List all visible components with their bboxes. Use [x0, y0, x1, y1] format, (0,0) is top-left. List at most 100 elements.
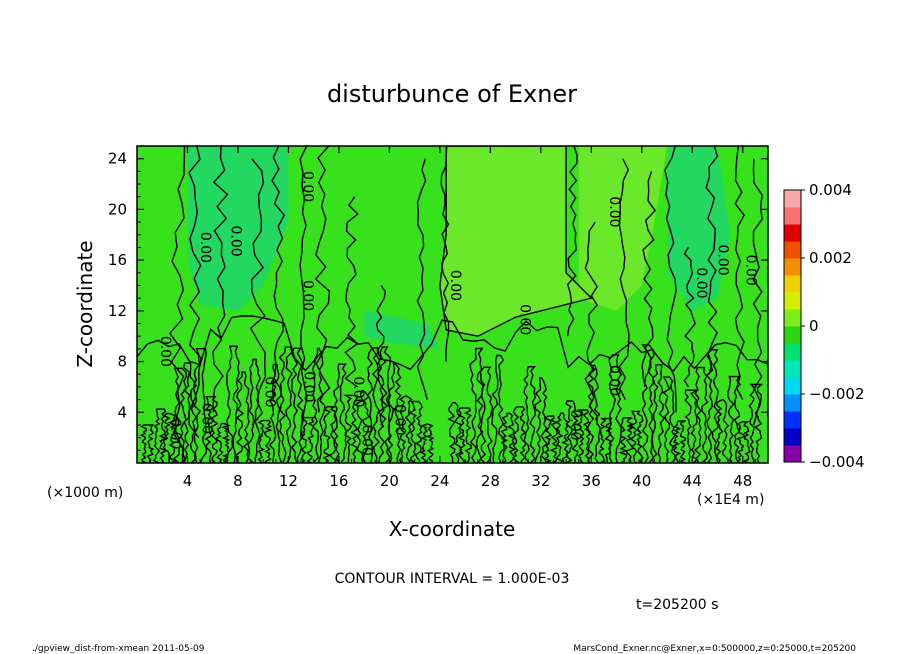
contour-line: [618, 158, 630, 400]
colorbar-swatch: [784, 258, 801, 276]
contour-label: 0.00: [301, 371, 317, 402]
colorbar-swatch: [784, 224, 801, 242]
contour-label: 0.00: [299, 171, 315, 202]
contour-label: 0.00: [606, 365, 622, 396]
field-regions: [187, 146, 731, 349]
x-tick-label: 44: [683, 472, 702, 490]
contour-line: [235, 371, 250, 463]
contour-line: [366, 347, 380, 463]
contour-line: [641, 344, 656, 463]
contour-line: [419, 423, 435, 463]
field-region: [187, 146, 289, 311]
x-tick-label: 32: [531, 472, 550, 490]
colorbar-ticks: 0.004 0.002 0 −0.002 −0.004: [801, 181, 865, 471]
contour-label: 0.00: [359, 425, 375, 456]
contour-line: [523, 366, 537, 463]
contour-line: [469, 347, 484, 463]
contour-line: [439, 146, 593, 337]
x-tick-label: 20: [380, 472, 399, 490]
colorbar-swatches: [784, 190, 801, 463]
y-axis-label: Z-coordinate: [73, 240, 97, 367]
footer-right: MarsCond_Exner.nc@Exner,x=0:500000,z=0:2…: [573, 644, 856, 654]
colorbar-swatch: [784, 377, 801, 395]
contour-line: [212, 146, 229, 413]
y-tick-label: 20: [108, 200, 127, 218]
contour-line: [683, 247, 696, 388]
colorbar-swatch: [784, 275, 801, 293]
colorbar-swatch: [784, 445, 801, 463]
contour-line: [375, 285, 389, 426]
contour-line: [188, 146, 202, 439]
contour-line: [408, 400, 423, 463]
colorbar-swatch: [784, 207, 801, 225]
contour-line: [300, 416, 315, 463]
colorbar-swatch: [784, 241, 801, 259]
contour-line: [629, 410, 644, 463]
colorbar-swatch: [784, 190, 801, 208]
colorbar-swatch: [784, 309, 801, 327]
contour-line: [216, 422, 231, 463]
contour-line: [684, 389, 700, 463]
colorbar-tick-label: 0: [809, 317, 819, 335]
contour-line: [193, 348, 208, 463]
contour-line: [271, 146, 286, 400]
contour-line: [169, 146, 186, 463]
contour-line: [356, 389, 370, 463]
contour-labels: 0.00 0.00 0.00 0.00 0.00 0.00 0.00 0.00 0.00 0.00…: [157, 171, 759, 456]
contour-line: [727, 375, 742, 463]
colorbar-swatch: [784, 326, 801, 344]
contour-label: 0.00: [198, 403, 214, 434]
contour-line: [137, 315, 768, 373]
contour-line: [555, 412, 570, 463]
x-tick-label: 24: [430, 472, 449, 490]
x-tick-label: 48: [733, 472, 752, 490]
colorbar-swatch: [784, 411, 801, 429]
contour-label: 0.00: [167, 418, 183, 449]
contour-line: [543, 415, 559, 463]
x-tick-label: 40: [632, 472, 651, 490]
x-tick-label: 28: [481, 472, 500, 490]
contour-line: [693, 366, 709, 463]
contour-line: [278, 346, 293, 463]
y-axis-ticks: 4 8 12 16 20 24: [108, 150, 768, 451]
x-tick-label: 12: [279, 472, 298, 490]
contour-label: 0.00: [516, 304, 532, 335]
contour-line: [736, 421, 751, 463]
x-axis-ticks: 4 8 12 16 20 24 28 32 36 40 44 48: [149, 146, 756, 490]
contour-line: [182, 362, 198, 463]
y-tick-label: 24: [108, 150, 127, 168]
field-region: [578, 146, 668, 311]
contour-line: [204, 396, 219, 463]
contour-line: [705, 146, 719, 375]
x-tick-label: 36: [582, 472, 601, 490]
contour-line: [299, 146, 308, 438]
contour-line: [314, 146, 331, 413]
contour-line: [752, 158, 763, 426]
contour-line: [479, 366, 494, 463]
y-tick-label: 16: [108, 251, 127, 269]
colorbar: 0.004 0.002 0 −0.002 −0.004: [783, 181, 865, 471]
colorbar-tick-label: 0.004: [809, 181, 852, 199]
contour-line: [139, 424, 155, 463]
contour-line: [398, 395, 413, 463]
contour-label: 0.00: [391, 404, 407, 435]
chart-title: disturbunce of Exner: [327, 80, 577, 108]
colorbar-tick-label: −0.002: [809, 385, 865, 403]
contour-line: [715, 399, 730, 463]
contour-line: [343, 394, 359, 463]
contour-line: [416, 158, 428, 400]
x-unit-right: (×1E4 m): [697, 492, 764, 508]
contour-line: [387, 363, 402, 463]
contour-line: [333, 363, 348, 463]
x-unit-left: (×1000 m): [47, 485, 123, 501]
field-region: [439, 146, 592, 337]
contour-line: [344, 196, 359, 388]
contour-line: [249, 158, 267, 426]
colorbar-swatch: [784, 292, 801, 310]
contour-line: [162, 412, 178, 463]
contour-label: 0.00: [197, 232, 213, 263]
contour-line: [651, 364, 666, 463]
contour-line: [447, 402, 463, 463]
y-tick-label: 12: [108, 302, 127, 320]
